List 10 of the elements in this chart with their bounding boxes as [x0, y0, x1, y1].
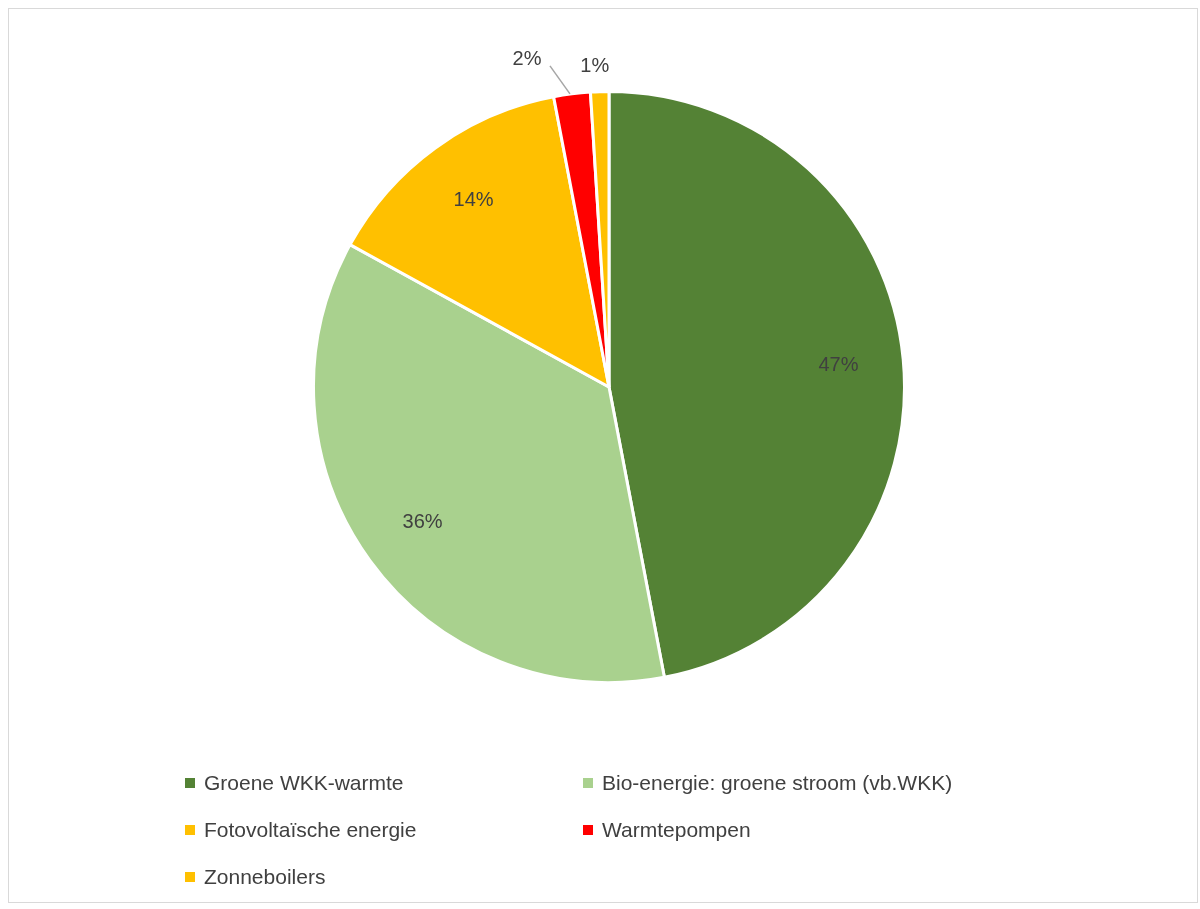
- data-label: 2%: [512, 47, 542, 70]
- data-label: 47%: [818, 352, 859, 375]
- data-label: 1%: [580, 54, 610, 77]
- legend-label: Warmtepompen: [602, 818, 751, 842]
- legend-label: Bio-energie: groene stroom (vb.WKK): [602, 771, 953, 795]
- data-label: 36%: [402, 509, 443, 532]
- legend-label: Fotovoltaïsche energie: [204, 818, 417, 842]
- legend-label: Zonneboilers: [204, 865, 326, 889]
- data-label: 14%: [453, 188, 494, 211]
- legend-label: Groene WKK-warmte: [204, 771, 404, 795]
